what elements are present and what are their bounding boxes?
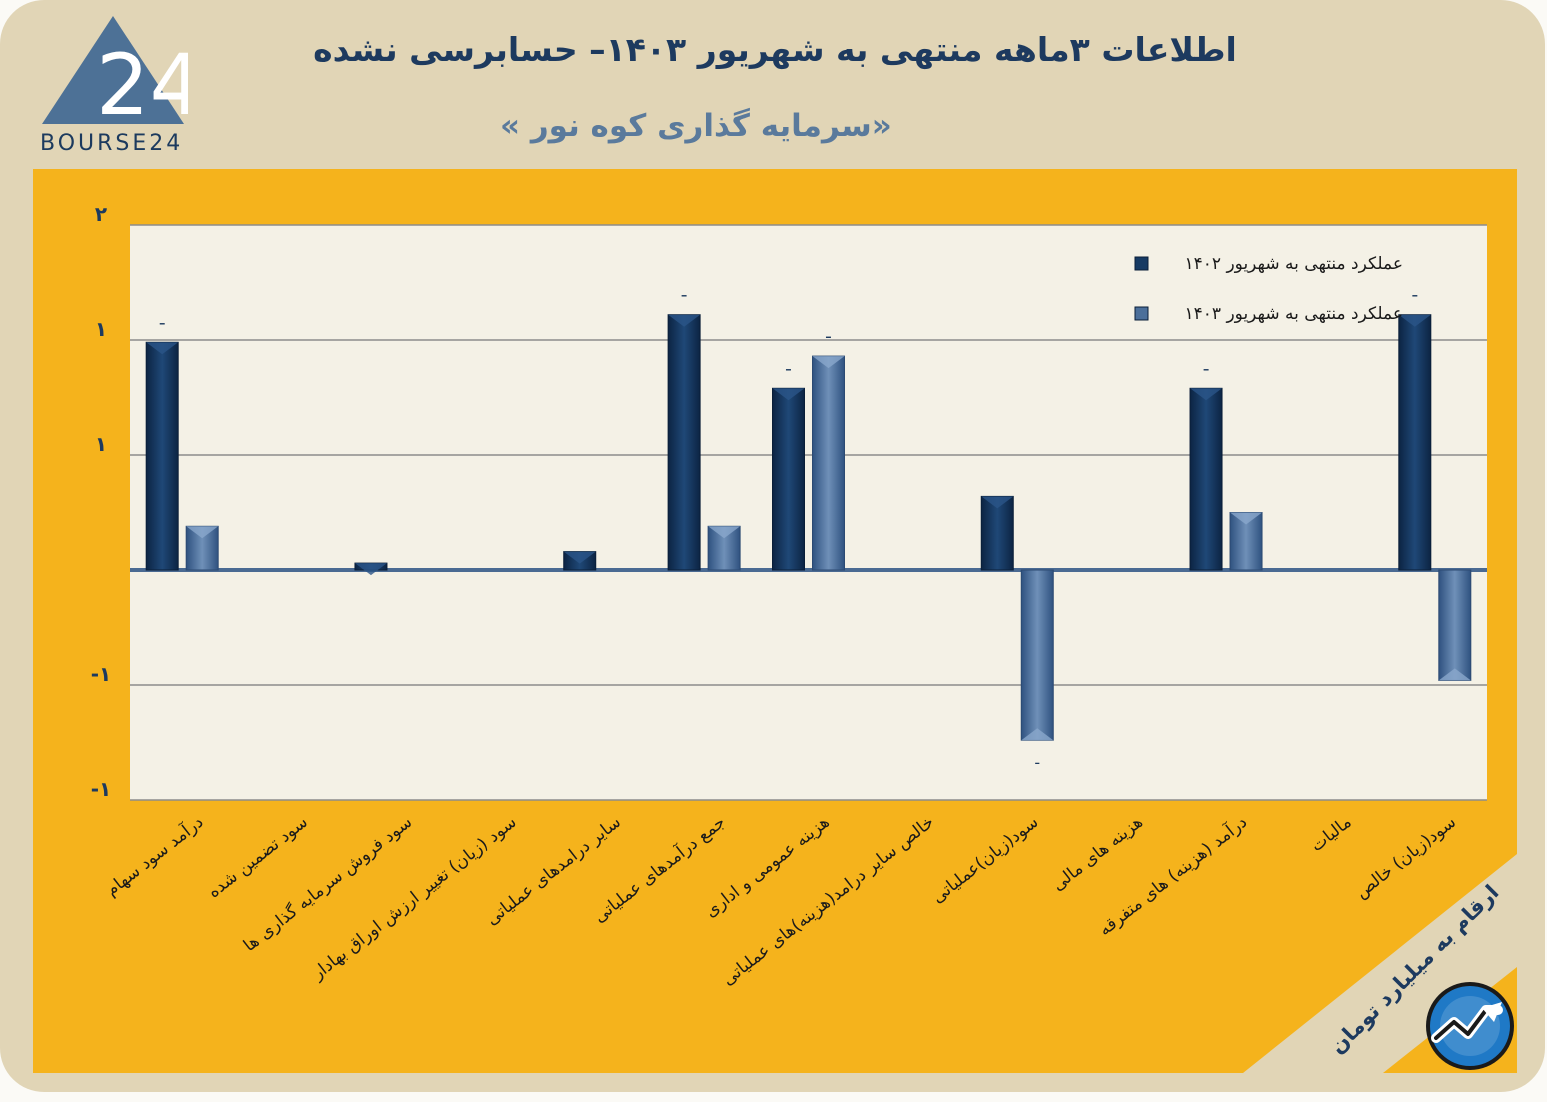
bar-bevel [563, 551, 596, 564]
y-tick-label: -۱ [91, 662, 112, 686]
y-tick-label: ۲ [95, 202, 107, 226]
legend-swatch [1134, 256, 1149, 271]
data-label: ـ [825, 323, 831, 342]
chart-title: اطلاعات ۳ماهه منتهی به شهریور ۱۴۰۳– حساب… [313, 30, 1237, 69]
category-label: سود(زیان) خالص [1352, 812, 1460, 903]
legend-swatch [1134, 306, 1149, 321]
bar-bevel [772, 388, 805, 401]
bar-1403 [812, 355, 845, 571]
bar-bevel [1398, 314, 1431, 327]
category-label: سود تضمین شده [204, 812, 312, 902]
category-label: خالص سایر درامد(هزینه)های عملیاتی [719, 812, 938, 990]
logo-text: BOURSE24 [40, 131, 184, 156]
data-label: ـ [681, 282, 687, 301]
data-label: - [1034, 753, 1040, 772]
bar-bevel [1438, 668, 1471, 681]
bar-bevel [146, 342, 179, 355]
bar-bevel [668, 314, 701, 327]
data-label: ـ [785, 355, 791, 374]
bar-1403 [1020, 569, 1054, 741]
y-tick-label: -۱ [91, 777, 112, 801]
category-label: سود(زیان)عملیاتی [928, 812, 1042, 907]
category-label: سود (زیان) تغییر ارزش اوراق بهادار [308, 812, 521, 984]
y-tick-label: ۱ [95, 432, 107, 456]
bar-bevel [981, 496, 1014, 509]
bar-1402 [145, 341, 179, 571]
logo-mark: 24 [96, 36, 188, 134]
y-tick-label: ۱ [95, 317, 107, 341]
bar-1402 [1398, 314, 1432, 571]
bar-1402 [980, 495, 1014, 571]
category-label: مالیات [1307, 812, 1355, 856]
data-label: ـ [1203, 355, 1209, 374]
category-label: سود فروش سرمایه گذاری ها [239, 811, 416, 956]
bourse24-logo-icon: 24 [42, 16, 188, 134]
chart-subtitle: «سرمایه گذاری کوه نور » [500, 108, 892, 144]
bar-bevel [812, 356, 845, 369]
category-label: هزینه های مالی [1048, 812, 1146, 895]
bar-bevel [1021, 728, 1054, 741]
bar-bevel [354, 563, 387, 576]
bar-1402 [772, 387, 805, 571]
bar-bevel [1230, 512, 1263, 525]
trend-badge-icon [1426, 982, 1514, 1070]
chart-panel: ۲ ۱ ۱ -۱ -۱ ـ ـ ـ ـ ـ ـ - درآمد سود سهام سود تضمین ش… [33, 169, 1517, 1073]
bar-bevel [708, 526, 741, 539]
bar-bevel [186, 526, 219, 539]
bar-bevel [1190, 388, 1223, 401]
bar-1403 [1438, 569, 1472, 681]
category-label: درآمد سود سهام [101, 811, 207, 901]
legend-label: عملکرد منتهی به شهریور ۱۴۰۲ [1185, 254, 1403, 274]
bar-1402 [667, 314, 701, 571]
legend-label: عملکرد منتهی به شهریور ۱۴۰۳ [1185, 304, 1403, 324]
data-label: ـ [159, 309, 165, 328]
data-label: ـ [1411, 282, 1417, 301]
bar-1402 [1189, 387, 1223, 571]
